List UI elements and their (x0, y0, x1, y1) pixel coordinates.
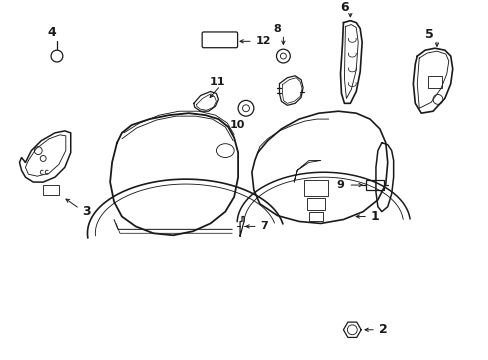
Bar (304, 180, 327, 196)
Text: 4: 4 (47, 26, 56, 39)
Text: 11: 11 (209, 77, 224, 87)
Bar (306, 198, 324, 210)
Bar (43, 185, 59, 195)
Text: 2: 2 (378, 323, 387, 336)
Text: 10: 10 (229, 120, 244, 130)
Text: 9: 9 (336, 180, 344, 190)
Text: 3: 3 (82, 205, 91, 218)
Text: 5: 5 (424, 28, 432, 41)
Bar (366, 180, 383, 190)
Text: 12: 12 (255, 36, 271, 46)
Text: 7: 7 (260, 221, 268, 231)
Text: 1: 1 (370, 210, 379, 223)
Text: 8: 8 (273, 23, 281, 33)
Text: 6: 6 (340, 1, 348, 14)
Bar (308, 212, 322, 221)
Bar (427, 76, 441, 87)
